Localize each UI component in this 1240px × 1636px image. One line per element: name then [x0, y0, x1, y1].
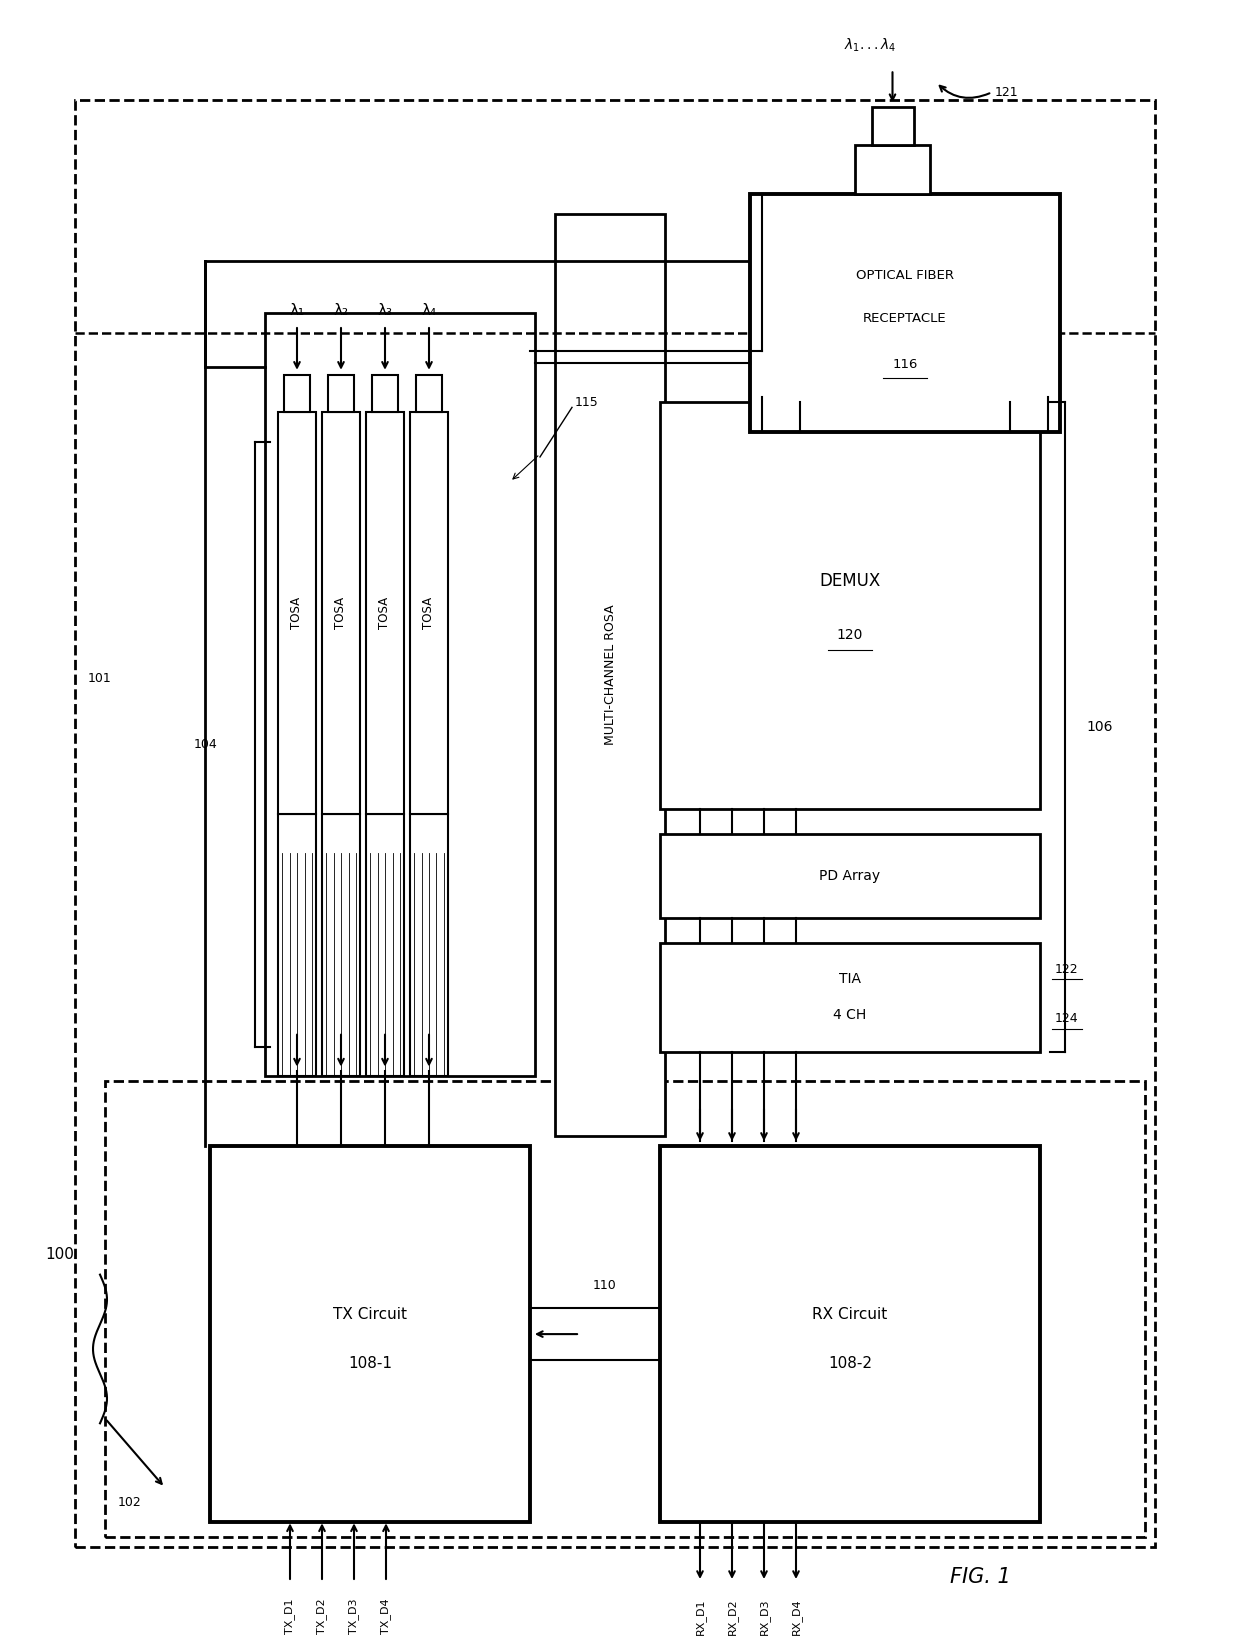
Text: 102: 102 [118, 1495, 141, 1508]
Bar [278, 813, 316, 1076]
Text: DEMUX: DEMUX [820, 573, 880, 591]
Bar [366, 412, 404, 813]
Text: RX_D2: RX_D2 [727, 1598, 738, 1634]
Text: TOSA: TOSA [423, 597, 435, 630]
Text: 120: 120 [837, 628, 863, 643]
Text: TX_D3: TX_D3 [348, 1598, 360, 1634]
Text: 100: 100 [46, 1247, 74, 1263]
Text: TX Circuit: TX Circuit [334, 1307, 407, 1322]
Bar [750, 195, 1060, 432]
Text: 108-1: 108-1 [348, 1356, 392, 1371]
Bar [410, 813, 448, 1076]
Bar [372, 375, 398, 412]
Text: 121: 121 [994, 85, 1018, 98]
Bar [284, 375, 310, 412]
Text: TOSA: TOSA [378, 597, 392, 630]
Bar [74, 100, 1154, 1548]
Text: 4 CH: 4 CH [833, 1008, 867, 1022]
Text: TX_D1: TX_D1 [284, 1598, 295, 1634]
Text: $\lambda_1...\lambda_4$: $\lambda_1...\lambda_4$ [844, 38, 897, 54]
Bar [210, 1145, 529, 1523]
Text: TIA: TIA [839, 972, 861, 987]
Text: RECEPTACLE: RECEPTACLE [863, 312, 947, 324]
Bar [660, 402, 1040, 808]
Text: 115: 115 [575, 396, 599, 409]
Bar [660, 942, 1040, 1052]
Text: RX_D1: RX_D1 [694, 1598, 706, 1634]
Bar [660, 1145, 1040, 1523]
Bar [415, 375, 441, 412]
Bar [322, 412, 360, 813]
Bar [322, 813, 360, 1076]
Text: 110: 110 [593, 1279, 616, 1292]
Bar [856, 144, 930, 195]
Bar [872, 106, 914, 144]
Text: PD Array: PD Array [820, 869, 880, 883]
Bar [660, 834, 1040, 918]
Text: 104: 104 [193, 738, 217, 751]
Text: FIG. 1: FIG. 1 [950, 1567, 1011, 1587]
Bar [265, 312, 534, 1076]
Text: MULTI-CHANNEL ROSA: MULTI-CHANNEL ROSA [604, 605, 616, 746]
Text: RX_D3: RX_D3 [759, 1598, 770, 1634]
Text: TX_D2: TX_D2 [316, 1598, 327, 1634]
Text: 106: 106 [1086, 720, 1114, 735]
Text: 101: 101 [88, 672, 112, 685]
Bar [410, 412, 448, 813]
Bar [366, 813, 404, 1076]
Text: TOSA: TOSA [335, 597, 347, 630]
Text: λ₂: λ₂ [334, 303, 348, 317]
Bar [278, 412, 316, 813]
Text: 108-2: 108-2 [828, 1356, 872, 1371]
Text: RX Circuit: RX Circuit [812, 1307, 888, 1322]
Text: 124: 124 [1055, 1013, 1079, 1026]
Text: RX_D4: RX_D4 [791, 1598, 801, 1634]
Bar [329, 375, 353, 412]
Text: OPTICAL FIBER: OPTICAL FIBER [856, 268, 954, 281]
Text: λ₃: λ₃ [377, 303, 393, 317]
Text: 116: 116 [893, 358, 918, 371]
Bar [105, 1081, 1145, 1538]
Text: TOSA: TOSA [290, 597, 304, 630]
Text: TX_D4: TX_D4 [381, 1598, 392, 1634]
Text: 122: 122 [1055, 964, 1079, 975]
Text: λ₄: λ₄ [422, 303, 436, 317]
Text: λ₁: λ₁ [289, 303, 305, 317]
Bar [556, 214, 665, 1135]
